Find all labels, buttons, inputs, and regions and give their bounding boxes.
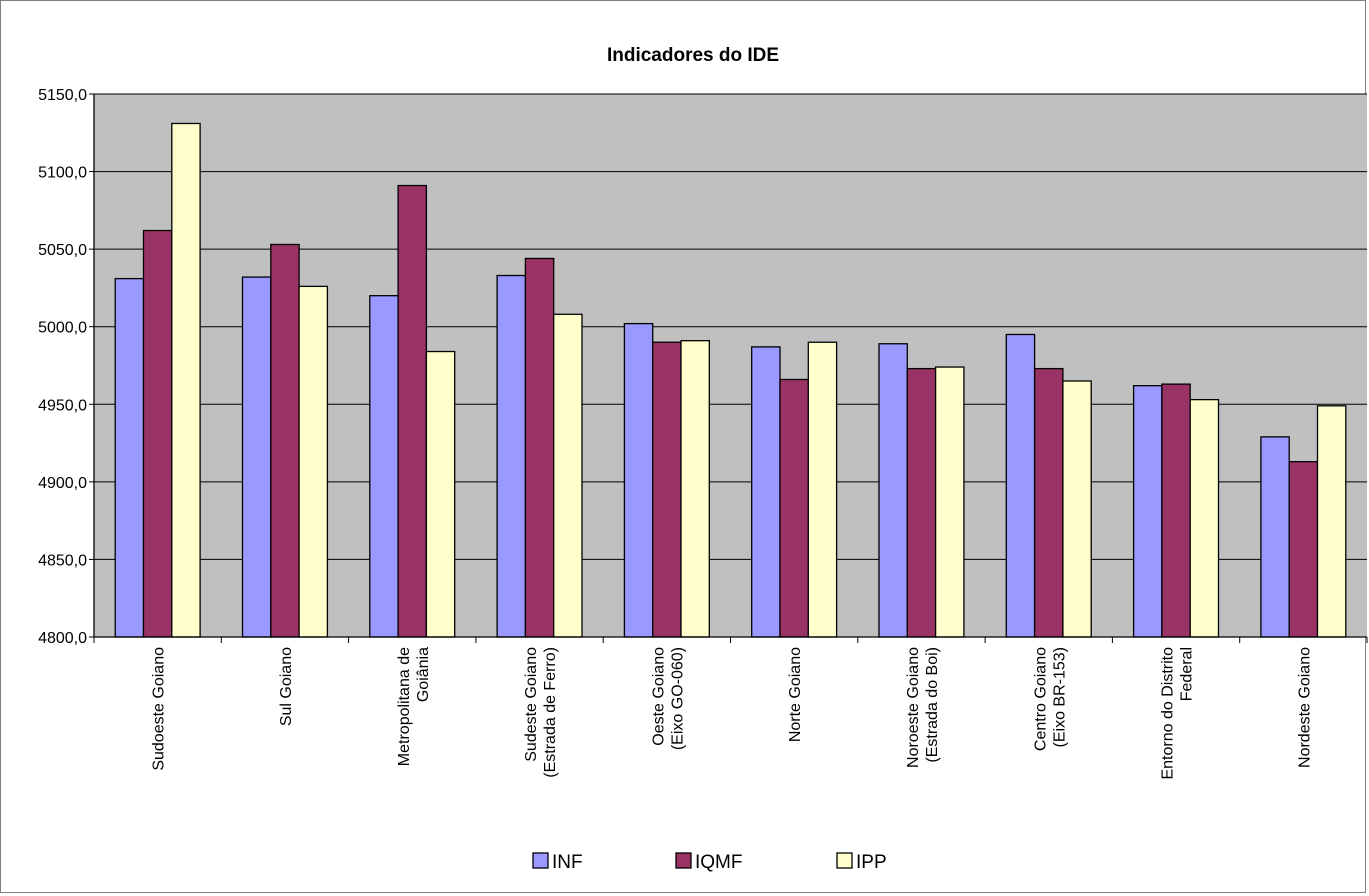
bar-ipp xyxy=(553,313,583,638)
bars xyxy=(114,122,1347,638)
bar-ipp xyxy=(425,350,456,638)
chart-title: Indicadores do IDE xyxy=(607,45,779,66)
bar-inf xyxy=(241,276,272,638)
bar-iqmf xyxy=(1161,383,1191,638)
y-tick-label: 5100,0 xyxy=(38,165,87,182)
legend-label-ipp: IPP xyxy=(856,852,887,873)
bar-inf xyxy=(114,277,145,638)
category-label: Entorno do Distrito Federal xyxy=(1160,647,1196,780)
bar-iqmf xyxy=(270,243,300,638)
bar-inf xyxy=(623,322,654,638)
category-label: Sul Goiano xyxy=(278,647,295,726)
y-tick-label: 4850,0 xyxy=(38,552,87,569)
category-label: Sudeste Goiano (Estrada de Ferro) xyxy=(523,647,559,778)
bar-inf xyxy=(1005,333,1036,638)
legend-label-inf: INF xyxy=(552,852,583,873)
y-tick-label: 4800,0 xyxy=(38,630,87,647)
legend-swatch-iqmf xyxy=(675,852,692,869)
bar-ipp xyxy=(298,285,329,638)
bar-ipp xyxy=(1062,380,1092,638)
axes xyxy=(93,94,1368,643)
y-tick-label: 5150,0 xyxy=(38,87,87,104)
bar-iqmf xyxy=(1288,461,1319,638)
bar-inf xyxy=(878,343,908,638)
y-tick-label: 5000,0 xyxy=(38,320,87,337)
category-labels: Sudoeste Goiano Sul Goiano Metropolitana d… xyxy=(151,647,1314,780)
legend: INF IQMF IPP xyxy=(532,852,887,873)
bar-ipp xyxy=(171,122,201,638)
bar-inf xyxy=(496,274,527,638)
bar-inf xyxy=(1260,436,1290,638)
bar-iqmf xyxy=(906,367,937,638)
bar-iqmf xyxy=(652,341,682,638)
category-label: Centro Goiano (Eixo BR-153) xyxy=(1032,647,1068,751)
bar-iqmf xyxy=(1033,367,1064,638)
bar-iqmf xyxy=(524,257,555,638)
bar-ipp xyxy=(807,341,838,638)
category-label: Noroeste Goiano (Estrada do Boi) xyxy=(905,647,941,768)
legend-swatch-ipp xyxy=(836,852,853,869)
y-tick-label: 4950,0 xyxy=(38,397,87,414)
y-axis-ticks: 4800,0 4850,0 4900,0 4950,0 5000,0 5050,0 5100… xyxy=(38,87,94,647)
category-label: Metropolitana de Goiânia xyxy=(396,647,432,766)
bar-ipp xyxy=(1189,398,1220,638)
bar-iqmf xyxy=(779,378,809,638)
bar-iqmf xyxy=(397,184,428,638)
y-tick-label: 4900,0 xyxy=(38,475,87,492)
legend-swatch-inf xyxy=(532,852,549,869)
bar-ipp xyxy=(934,366,965,638)
category-label: Oeste Goiano (Eixo GO-060) xyxy=(650,647,686,750)
bar-ipp xyxy=(1316,405,1347,638)
bar-ipp xyxy=(680,340,710,638)
bar-inf xyxy=(1132,385,1163,638)
bar-inf xyxy=(751,346,781,638)
bar-inf xyxy=(369,295,399,638)
category-label: Norte Goiano xyxy=(787,647,804,742)
legend-label-iqmf: IQMF xyxy=(695,852,743,873)
category-label: Sudoeste Goiano xyxy=(151,647,168,771)
y-tick-label: 5050,0 xyxy=(38,242,87,259)
bar-iqmf xyxy=(142,229,173,638)
category-label: Nordeste Goiano xyxy=(1296,647,1313,768)
